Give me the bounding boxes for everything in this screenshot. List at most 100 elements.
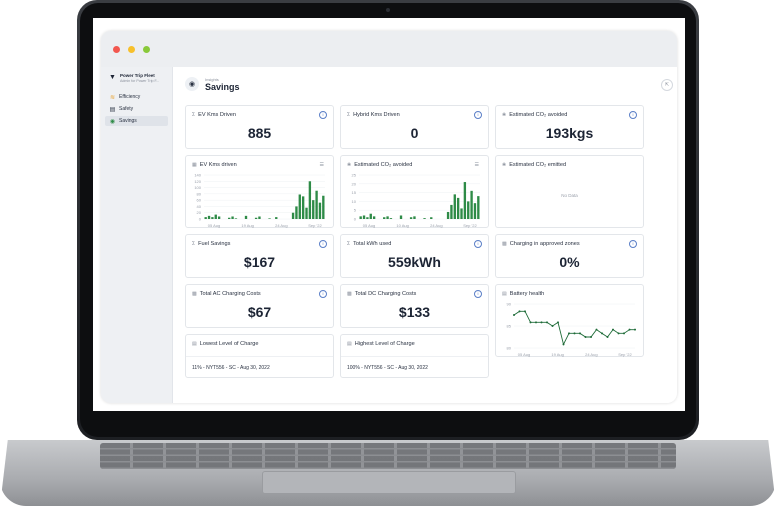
bar xyxy=(372,216,376,219)
bar xyxy=(473,203,477,219)
x-tick-label: 05 Aug xyxy=(363,223,375,228)
card-title: Charging in approved zones xyxy=(509,241,580,247)
y-tick-label: 20 xyxy=(352,181,357,186)
x-tick-label: 24 Aug xyxy=(430,223,442,228)
y-tick-label: 80 xyxy=(197,191,202,196)
bar xyxy=(369,213,372,219)
sidebar-item-savings[interactable]: ◉ Savings xyxy=(105,116,168,126)
data-point xyxy=(612,328,614,331)
card-title: Total DC Charging Costs xyxy=(354,291,417,297)
dc-costs-card: ▩ Total DC Charging Costs i $133 xyxy=(340,284,489,328)
fleet-selector[interactable]: ▼ Power Trip Fleet Admin for Power Trip … xyxy=(101,73,172,92)
info-icon[interactable]: i xyxy=(629,240,637,248)
x-tick-label: 05 Aug xyxy=(518,352,530,357)
chart-title: EV Kms driven xyxy=(199,162,237,168)
battery-icon: ▤ xyxy=(502,291,507,297)
menu-icon[interactable]: ☰ xyxy=(319,162,324,168)
total-kwh-card: Σ Total kWh used i 559kWh xyxy=(340,234,489,278)
no-data-label: No Data xyxy=(561,193,578,198)
bar xyxy=(430,217,433,219)
page-title: Savings xyxy=(205,81,240,92)
close-window-button[interactable] xyxy=(113,45,120,53)
sidebar-item-safety[interactable]: ▤ Safety xyxy=(105,104,168,114)
y-tick-label: 80 xyxy=(507,346,512,351)
data-point xyxy=(546,321,548,324)
bar xyxy=(413,216,416,219)
ev-kms-card: Σ EV Kms Driven i 885 xyxy=(185,105,334,149)
main-content: ◉ Insights Savings ⇱ Σ EV Kms Driven i 885… xyxy=(173,67,677,403)
menu-icon[interactable]: ☰ xyxy=(474,162,479,168)
y-tick-label: 100 xyxy=(194,185,201,190)
wifi-logo-icon: ▼ xyxy=(109,74,116,81)
y-tick-label: 60 xyxy=(197,198,202,203)
x-tick-label: Sep '22 xyxy=(618,352,632,357)
info-icon[interactable]: i xyxy=(474,240,482,248)
info-icon[interactable]: i xyxy=(319,240,327,248)
y-tick-label: 15 xyxy=(352,190,357,195)
bar xyxy=(456,197,460,219)
bar xyxy=(383,217,386,219)
card-title: EV Kms Driven xyxy=(198,112,237,118)
battery-health-line-chart: 90 85 80 05 Aug 19 Aug 24 Aug Sep '22 xyxy=(507,302,636,357)
bar xyxy=(423,218,426,219)
card-title: Total AC Charging Costs xyxy=(199,291,261,297)
bar xyxy=(275,217,278,219)
y-tick-label: 0 xyxy=(354,217,357,222)
data-point xyxy=(623,332,625,335)
card-title: Battery health xyxy=(509,291,545,297)
info-icon[interactable]: i xyxy=(629,111,637,119)
maximize-window-button[interactable] xyxy=(143,45,150,53)
window-titlebar xyxy=(101,31,677,67)
ac-costs-card: ▩ Total AC Charging Costs i $67 xyxy=(185,284,334,328)
info-icon[interactable]: i xyxy=(474,290,482,298)
bar xyxy=(204,217,207,219)
co2-avoided-card: ❀ Estimated CO₂ avoided i 193kgs xyxy=(495,105,644,149)
bar xyxy=(450,204,453,219)
bar xyxy=(305,207,308,219)
bar xyxy=(211,217,214,219)
sigma-icon: Σ xyxy=(347,241,351,247)
card-title: Fuel Savings xyxy=(198,241,231,247)
x-tick-label: 10 Aug xyxy=(396,223,408,228)
y-tick-label: 85 xyxy=(507,324,512,329)
laptop-screen: ▼ Power Trip Fleet Admin for Power Trip … xyxy=(93,18,685,411)
fuel-savings-card: Σ Fuel Savings i $167 xyxy=(185,234,334,278)
data-point xyxy=(524,310,526,313)
bar xyxy=(477,196,480,219)
sidebar-item-label: Efficiency xyxy=(119,94,141,100)
data-point xyxy=(590,336,592,338)
bar xyxy=(308,181,312,219)
card-value: 0 xyxy=(410,125,419,141)
bar xyxy=(389,218,393,219)
data-point xyxy=(540,321,543,324)
export-icon[interactable]: ⇱ xyxy=(661,79,673,91)
shield-icon: ▤ xyxy=(109,106,116,113)
app-window: ▼ Power Trip Fleet Admin for Power Trip … xyxy=(101,31,677,403)
card-title: Estimated CO₂ avoided xyxy=(509,112,568,118)
minimize-window-button[interactable] xyxy=(128,45,135,53)
y-tick-label: 140 xyxy=(194,173,201,178)
y-tick-label: 40 xyxy=(197,204,202,209)
sidebar: ▼ Power Trip Fleet Admin for Power Trip … xyxy=(101,67,173,403)
data-point xyxy=(513,314,515,316)
lowest-charge-detail: 11% - NYT556 - SC - Aug 30, 2022 xyxy=(186,356,333,371)
plug-icon: ▩ xyxy=(192,291,197,297)
card-title: Hybrid Kms Driven xyxy=(353,112,400,118)
bar xyxy=(359,216,362,219)
sigma-icon: Σ xyxy=(192,241,196,247)
leaf-icon: ❀ xyxy=(502,112,507,118)
bar xyxy=(467,201,470,219)
data-point xyxy=(601,332,603,335)
card-title: Lowest Level of Charge xyxy=(199,341,259,347)
leaf-icon: ❀ xyxy=(347,162,352,168)
y-tick-label: 90 xyxy=(507,302,512,307)
bar xyxy=(318,202,322,219)
data-point xyxy=(606,336,609,338)
info-icon[interactable]: i xyxy=(474,111,482,119)
sidebar-item-efficiency[interactable]: ≋ Efficiency xyxy=(105,92,168,102)
info-icon[interactable]: i xyxy=(319,111,327,119)
y-tick-label: 25 xyxy=(352,173,357,178)
breadcrumb[interactable]: Insights xyxy=(205,76,219,82)
info-icon[interactable]: i xyxy=(319,290,327,298)
